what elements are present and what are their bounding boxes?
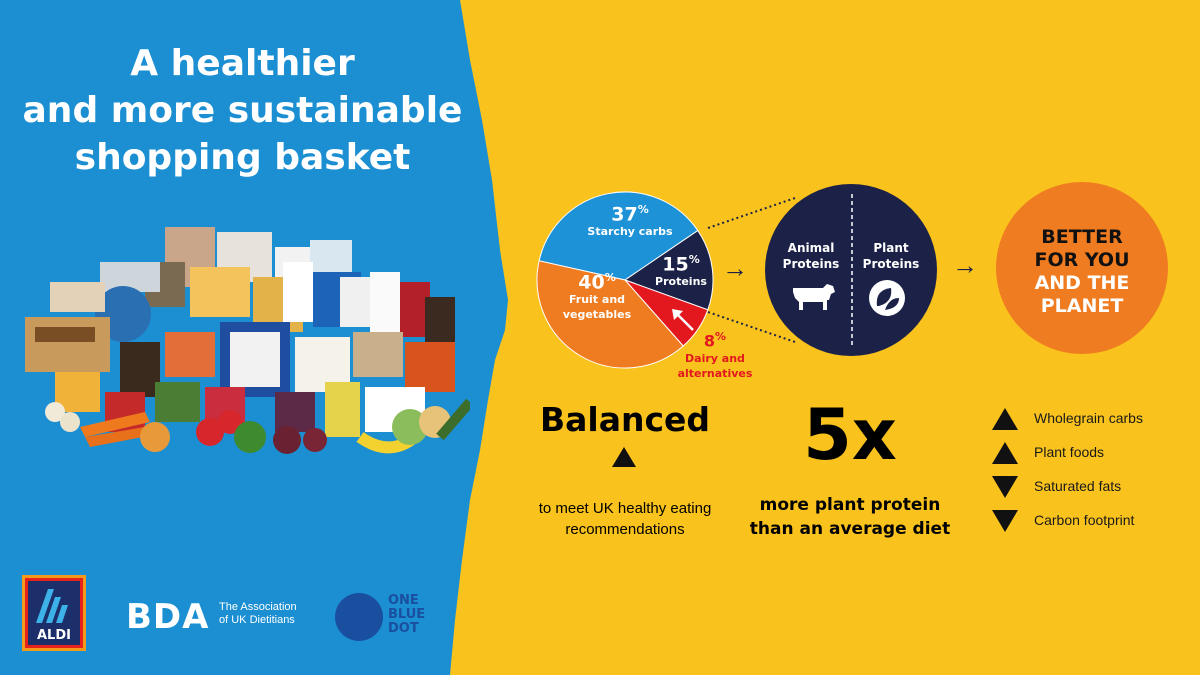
pie-slice-proteins [623, 229, 714, 311]
triangle-down-icon [992, 510, 1018, 532]
one-blue-dot-logo: ONE BLUE DOT [388, 593, 426, 636]
headline-line-1: A healthier [130, 43, 355, 84]
headline-line-2: and more sustainable [22, 90, 463, 131]
diet-pie-chart [536, 191, 714, 369]
balanced-description: to meet UK healthy eating recommendation… [538, 500, 712, 538]
protein-split-circle: Animal Proteins Plant Proteins [765, 184, 937, 356]
pie-label-starchy: 37% Starchy carbs [587, 203, 673, 239]
aldi-logo: ALDI [22, 575, 86, 651]
five-x-description: more plant protein than an average diet [749, 495, 951, 539]
protein-divider [851, 194, 853, 346]
plant-proteins-label: Plant Proteins [862, 241, 920, 271]
pie-label-proteins: 15% Proteins [655, 253, 707, 289]
balanced-heading: Balanced [539, 400, 711, 439]
better-for-you-circle: BETTER FOR YOU AND THE PLANET [996, 182, 1168, 354]
arrow-right-icon-2: → [952, 250, 978, 280]
arrow-right-icon: → [722, 253, 748, 283]
dotted-connectors [707, 197, 796, 343]
triangle-up-icon [992, 408, 1018, 430]
bda-logo: BDA [126, 597, 210, 637]
triangle-down-icon [992, 476, 1018, 498]
pie-label-dairy: 8% Dairy and alternatives [677, 330, 753, 381]
pie-label-fruit-veg: 40% Fruit and vegetables [562, 271, 632, 322]
triangle-up-icon [612, 447, 636, 467]
cow-icon [793, 284, 835, 310]
headline: A healthier and more sustainable shoppin… [0, 40, 485, 181]
headline-line-3: shopping basket [74, 137, 411, 178]
bda-logo-subtitle: The Association of UK Dietitians [219, 601, 297, 626]
one-blue-dot-icon [335, 593, 383, 641]
animal-proteins-label: Animal Proteins [782, 241, 840, 271]
pie-slice-starchy [538, 191, 699, 281]
triangle-up-icon [992, 442, 1018, 464]
leaves-icon [869, 280, 905, 316]
svg-text:ALDI: ALDI [37, 628, 71, 643]
better-for-you-text: BETTER FOR YOU AND THE PLANET [1034, 226, 1130, 317]
pie-slice-fruit-veg [536, 260, 684, 369]
grocery-basket-image [25, 227, 470, 454]
five-x-heading: 5x [803, 394, 897, 476]
dairy-pointer-arrow [672, 309, 694, 331]
